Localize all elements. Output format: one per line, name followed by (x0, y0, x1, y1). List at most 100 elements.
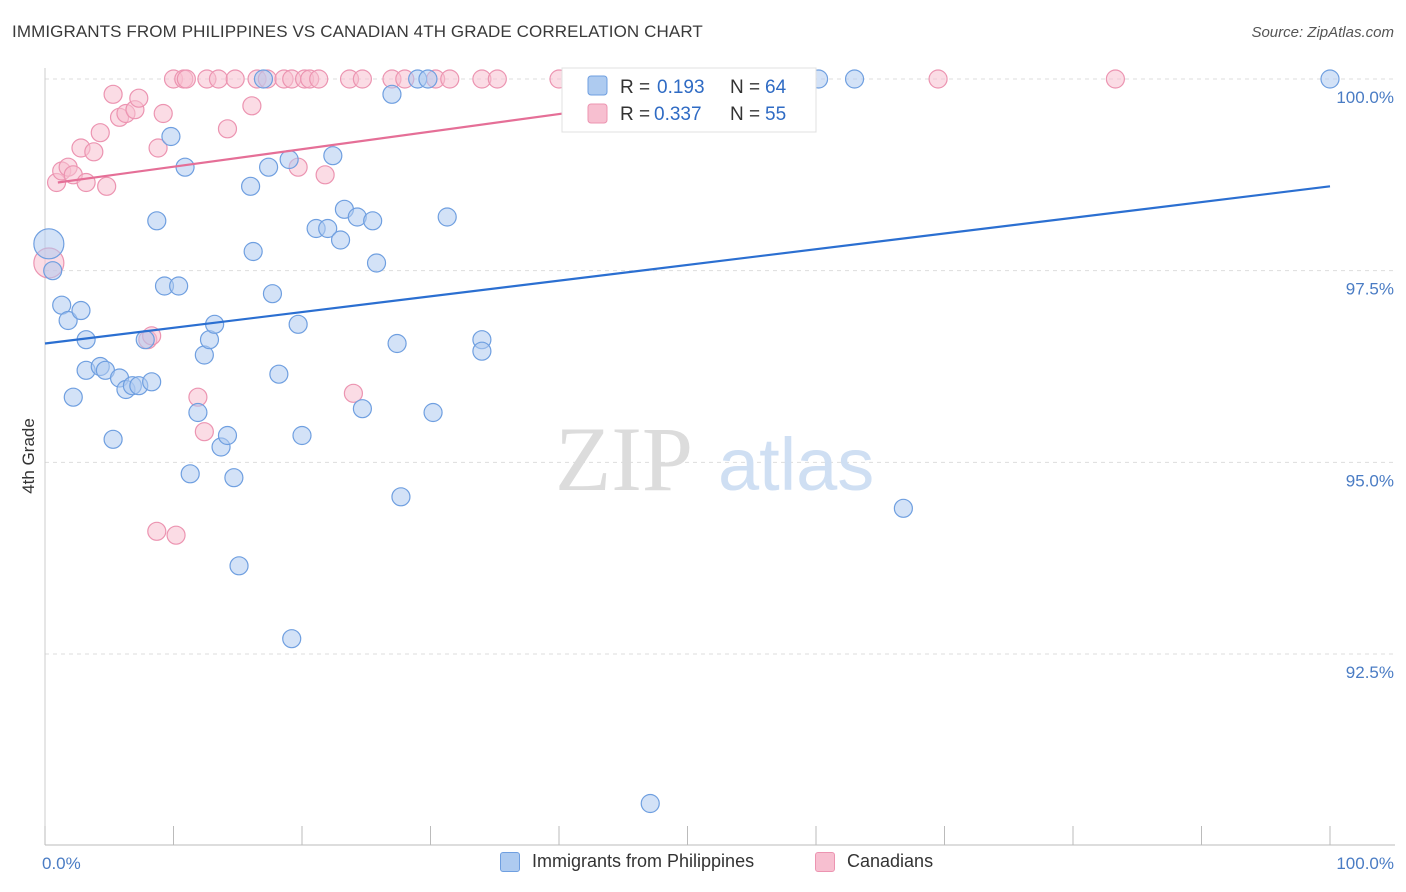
philippines-point (282, 629, 302, 649)
philippines-point (844, 69, 865, 89)
philippines-point (161, 126, 181, 147)
y-tick-label: 95.0% (1346, 471, 1394, 490)
canadians-point (97, 176, 117, 196)
legend-n-value-2: 55 (765, 104, 786, 125)
legend-label-philippines: Immigrants from Philippines (532, 851, 755, 871)
x-tick-label-max: 100.0% (1336, 854, 1394, 873)
canadians-point (217, 119, 238, 139)
chart-title: IMMIGRANTS FROM PHILIPPINES VS CANADIAN … (12, 22, 703, 41)
philippines-point (262, 284, 283, 304)
canadians-point (208, 69, 229, 89)
chart-source: Source: ZipAtlas.com (1251, 24, 1394, 41)
philippines-point (423, 402, 443, 423)
philippines-point (288, 314, 308, 334)
philippines-point (382, 84, 402, 104)
philippines-point (1320, 69, 1340, 89)
canadians-point (242, 96, 262, 116)
philippines-point (175, 157, 195, 177)
legend-r-label-2: R = (620, 104, 650, 125)
philippines-point (224, 468, 244, 488)
philippines-point (391, 487, 411, 507)
canadians-point (194, 422, 214, 442)
philippines-point (43, 261, 63, 281)
canadians-point (90, 123, 110, 143)
philippines-point (169, 276, 189, 296)
canadians-point (225, 69, 245, 89)
philippines-trend-line (44, 185, 1331, 345)
philippines-point (363, 211, 383, 231)
canadians-point (148, 138, 168, 158)
y-tick-label: 100.0% (1336, 88, 1394, 107)
philippines-point (217, 425, 238, 446)
philippines-point (292, 425, 312, 446)
canadians-point (84, 142, 104, 162)
philippines-point (418, 69, 438, 89)
canadians-point (352, 69, 372, 89)
philippines-point (147, 211, 167, 231)
canadians-point (103, 84, 123, 104)
philippines-points (33, 69, 1340, 814)
philippines-point (640, 793, 660, 814)
philippines-point (229, 556, 249, 576)
philippines-point (352, 399, 372, 419)
canadians-point (176, 69, 196, 89)
watermark-zip: ZIP (555, 408, 693, 510)
legend-item-canadians: Canadians (815, 851, 933, 872)
y-axis-title: 4th Grade (19, 418, 38, 494)
canadians-point (487, 69, 507, 89)
philippines-point (241, 176, 261, 196)
philippines-point (71, 300, 91, 321)
legend-r-value-1: 0.193 (657, 77, 705, 98)
canadians-point (440, 69, 460, 89)
philippines-point (472, 341, 492, 361)
legend-swatch-canadians (815, 851, 835, 872)
philippines-point (135, 330, 155, 350)
philippines-point (63, 387, 83, 407)
philippines-point (279, 149, 299, 170)
philippines-point (269, 364, 289, 384)
philippines-point (318, 218, 338, 239)
philippines-point (243, 241, 263, 262)
canadians-point (147, 521, 167, 541)
legend-swatch-blue (587, 75, 608, 96)
legend-n-label-1: N = (730, 77, 760, 98)
philippines-point (188, 402, 208, 423)
canadians-point (343, 383, 363, 403)
philippines-point (33, 228, 65, 260)
legend-swatch-pink (587, 103, 608, 124)
philippines-point (387, 333, 407, 354)
zipatlas-watermark: ZIP atlas (555, 408, 874, 510)
series-legend: Immigrants from Philippines Canadians (0, 851, 1406, 879)
philippines-point (142, 372, 162, 392)
x-ticks (44, 826, 1331, 845)
legend-n-label-2: N = (730, 104, 760, 125)
canadians-point (309, 69, 329, 89)
correlation-legend: R = 0.193 N = 64 R = 0.337 N = 55 (561, 67, 817, 133)
y-tick-labels: 100.0% 97.5% 95.0% 92.5% (1336, 88, 1394, 682)
canadians-point (928, 69, 948, 89)
legend-n-value-1: 64 (765, 77, 787, 98)
canadians-point (1105, 69, 1126, 89)
philippines-point (253, 69, 274, 89)
philippines-point (323, 146, 343, 166)
watermark-atlas: atlas (718, 423, 874, 506)
philippines-point (180, 464, 200, 484)
legend-item-philippines: Immigrants from Philippines (500, 851, 754, 872)
philippines-point (258, 157, 279, 177)
philippines-point (330, 230, 351, 250)
philippines-point (437, 207, 457, 227)
x-tick-label-min: 0.0% (42, 854, 81, 873)
axes (44, 68, 1395, 846)
legend-r-value-2: 0.337 (654, 104, 702, 125)
canadians-point (76, 172, 96, 193)
canadians-point (315, 165, 335, 185)
legend-swatch-philippines (500, 851, 520, 872)
canadians-point (166, 525, 186, 545)
y-tick-label: 92.5% (1346, 663, 1394, 682)
legend-label-canadians: Canadians (847, 851, 934, 871)
canadians-point (153, 103, 173, 124)
y-tick-label: 97.5% (1346, 280, 1394, 299)
philippines-point (893, 498, 913, 518)
philippines-point (366, 253, 387, 273)
